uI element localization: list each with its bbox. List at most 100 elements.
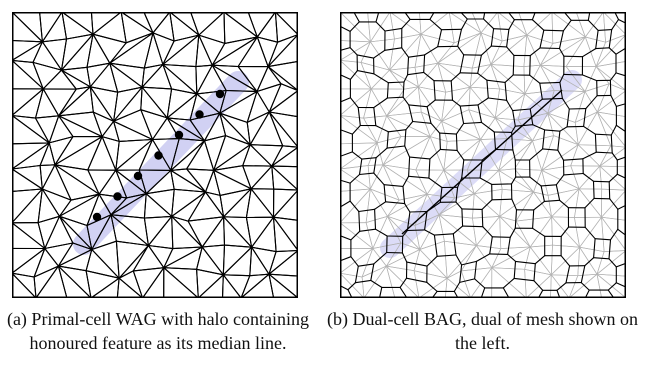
dual-edge: [610, 124, 617, 136]
mesh-triangle-faint: [573, 187, 603, 218]
mesh-triangle-faint: [340, 165, 371, 190]
mesh-triangle-faint: [385, 111, 431, 138]
dual-edge: [559, 199, 569, 209]
dual-edge: [486, 79, 506, 83]
dual-edge: [359, 228, 377, 232]
dual-edge: [408, 156, 411, 177]
dual-edge: [489, 236, 493, 255]
dual-edge-boundary: [340, 25, 351, 32]
dual-edge-boundary: [615, 262, 626, 268]
dual-edge: [566, 108, 570, 128]
mesh-triangle-faint: [596, 250, 626, 277]
dual-edge: [405, 277, 428, 283]
mesh-triangle-faint: [340, 59, 373, 90]
mesh-triangle: [12, 188, 43, 224]
mesh-triangle: [132, 244, 165, 272]
mesh-triangle: [109, 32, 154, 69]
mesh-triangle-faint: [444, 277, 472, 298]
dual-edge: [511, 125, 516, 133]
dual-edge: [592, 180, 610, 183]
dual-edge-boundary: [480, 287, 486, 298]
mesh-triangle: [201, 216, 226, 248]
dual-edge: [529, 74, 541, 84]
dual-edge: [559, 73, 565, 83]
dual-edge: [384, 47, 403, 51]
mesh-triangle-faint: [480, 32, 503, 66]
dual-edge: [428, 158, 431, 179]
dual-edge: [491, 198, 513, 201]
dual-edge: [580, 265, 586, 284]
primal-mesh-svg: [12, 12, 298, 298]
dual-edge: [480, 121, 495, 133]
mesh-triangle-faint: [413, 270, 448, 298]
dual-edge: [555, 184, 561, 201]
mesh-triangle-faint: [471, 31, 492, 69]
mesh-triangle: [12, 59, 44, 90]
dual-edge: [514, 124, 534, 127]
dual-edge: [402, 175, 410, 187]
mesh-triangle-faint: [340, 247, 374, 278]
dual-edge: [436, 254, 457, 257]
mesh-triangle: [204, 169, 221, 196]
dual-edge: [423, 71, 435, 82]
dual-edge: [412, 120, 432, 124]
dual-edge: [557, 130, 561, 151]
feature-node: [133, 171, 143, 181]
dual-edge: [477, 104, 483, 123]
dual-edge: [558, 47, 565, 57]
dual-edge: [594, 133, 612, 136]
mesh-triangle: [85, 270, 120, 298]
dual-edge: [349, 200, 360, 213]
dual-edge: [459, 105, 465, 125]
dual-edge: [544, 129, 561, 132]
dual-edge: [404, 129, 407, 147]
dual-edge: [383, 184, 404, 187]
dual-edge-boundary: [615, 47, 626, 55]
dual-edge: [490, 28, 495, 47]
dual-edge: [424, 46, 439, 56]
dual-edge: [542, 129, 546, 150]
dual-edge: [450, 80, 454, 101]
mesh-triangle-faint: [469, 86, 501, 119]
mesh-triangle: [163, 267, 199, 298]
mesh-triangle: [250, 165, 275, 190]
dual-edge: [358, 158, 363, 176]
dual-edge: [349, 97, 359, 109]
dual-edge: [375, 21, 386, 32]
dual-edge: [597, 29, 613, 31]
mesh-triangle-faint: [578, 246, 605, 276]
mesh-triangle: [143, 193, 173, 219]
mesh-triangle-faint: [385, 264, 420, 298]
mesh-triangle: [115, 240, 149, 279]
dual-edge: [375, 147, 388, 159]
dual-edge-boundary: [353, 12, 360, 23]
dual-edge: [565, 265, 571, 284]
dual-edge: [354, 279, 372, 284]
dual-edge: [406, 261, 428, 267]
dual-edge: [556, 282, 567, 291]
dual-edge: [349, 173, 361, 184]
dual-edge: [402, 229, 408, 237]
dual-edge: [354, 265, 359, 284]
dual-edge: [608, 47, 617, 55]
dual-edge: [477, 54, 482, 74]
dual-edge: [608, 181, 611, 200]
dual-edge: [475, 253, 491, 262]
mesh-triangle-faint: [376, 136, 402, 166]
dual-edge: [439, 132, 441, 150]
dual-edge: [455, 133, 458, 151]
mesh-triangle-faint: [499, 215, 532, 249]
mesh-triangle-faint: [529, 244, 553, 276]
dual-edge: [533, 200, 545, 211]
dual-edge: [373, 49, 386, 59]
dual-edge: [426, 106, 432, 124]
dual-edge: [433, 233, 454, 236]
mesh-triangle: [187, 191, 225, 222]
dual-edge-boundary: [615, 124, 626, 133]
dual-edge: [486, 79, 489, 99]
dual-edge: [595, 47, 610, 50]
dual-edge: [529, 98, 543, 110]
dual-edge: [404, 203, 411, 213]
dual-edge: [542, 148, 559, 151]
dual-edge-boundary: [340, 179, 351, 184]
